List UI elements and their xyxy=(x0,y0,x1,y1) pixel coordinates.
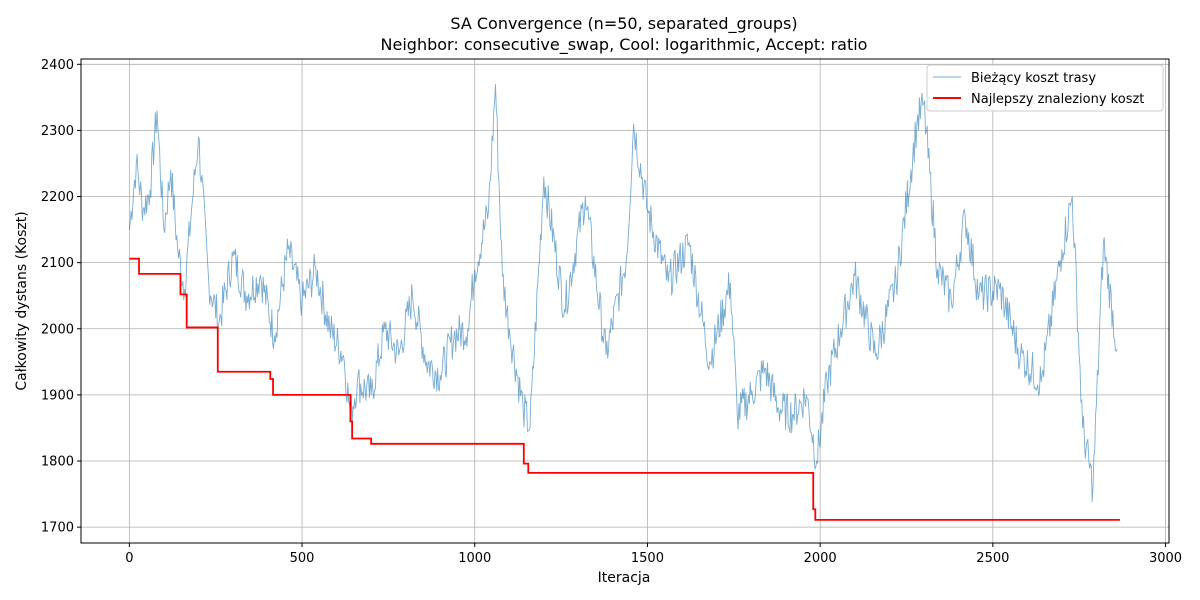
y-tick-label: 2000 xyxy=(41,322,74,337)
legend: Bieżący koszt trasy Najlepszy znaleziony… xyxy=(926,64,1164,112)
y-tick-label: 1900 xyxy=(41,388,74,403)
x-tick-label: 1000 xyxy=(458,551,491,566)
series-current-cost xyxy=(128,84,1118,502)
y-tick-label: 2100 xyxy=(41,256,74,271)
legend-label-best-cost: Najlepszy znaleziony koszt xyxy=(971,92,1144,107)
y-tick-label: 1800 xyxy=(41,455,74,470)
legend-box xyxy=(926,64,1164,112)
x-tick-label: 0 xyxy=(125,551,133,566)
y-tick-label: 2200 xyxy=(41,190,74,205)
x-tick-label: 500 xyxy=(290,551,315,566)
x-tick-label: 3000 xyxy=(1149,551,1182,566)
series-best-cost xyxy=(129,257,1120,521)
grid-layer xyxy=(81,59,1169,543)
x-axis-ticks: 0 500 1000 1500 2000 2500 3000 xyxy=(125,543,1182,566)
x-tick-label: 2500 xyxy=(976,551,1009,566)
x-axis-label: Iteracja xyxy=(598,570,651,586)
y-tick-label: 2400 xyxy=(41,58,74,73)
y-tick-label: 1700 xyxy=(41,521,74,536)
y-axis-ticks: 1700 1800 1900 2000 2100 2200 2300 2400 xyxy=(41,58,81,536)
y-tick-label: 2300 xyxy=(41,124,74,139)
chart-subtitle: Neighbor: consecutive_swap, Cool: logari… xyxy=(381,35,868,55)
x-tick-label: 2000 xyxy=(804,551,837,566)
current-cost-line xyxy=(128,84,1118,502)
legend-label-current-cost: Bieżący koszt trasy xyxy=(971,71,1096,86)
plot-frame xyxy=(80,58,1170,544)
best-cost-line xyxy=(129,257,1120,521)
y-axis-label: Całkowity dystans (Koszt) xyxy=(14,211,30,390)
x-tick-label: 1500 xyxy=(631,551,664,566)
chart-title: SA Convergence (n=50, separated_groups) xyxy=(450,14,797,34)
